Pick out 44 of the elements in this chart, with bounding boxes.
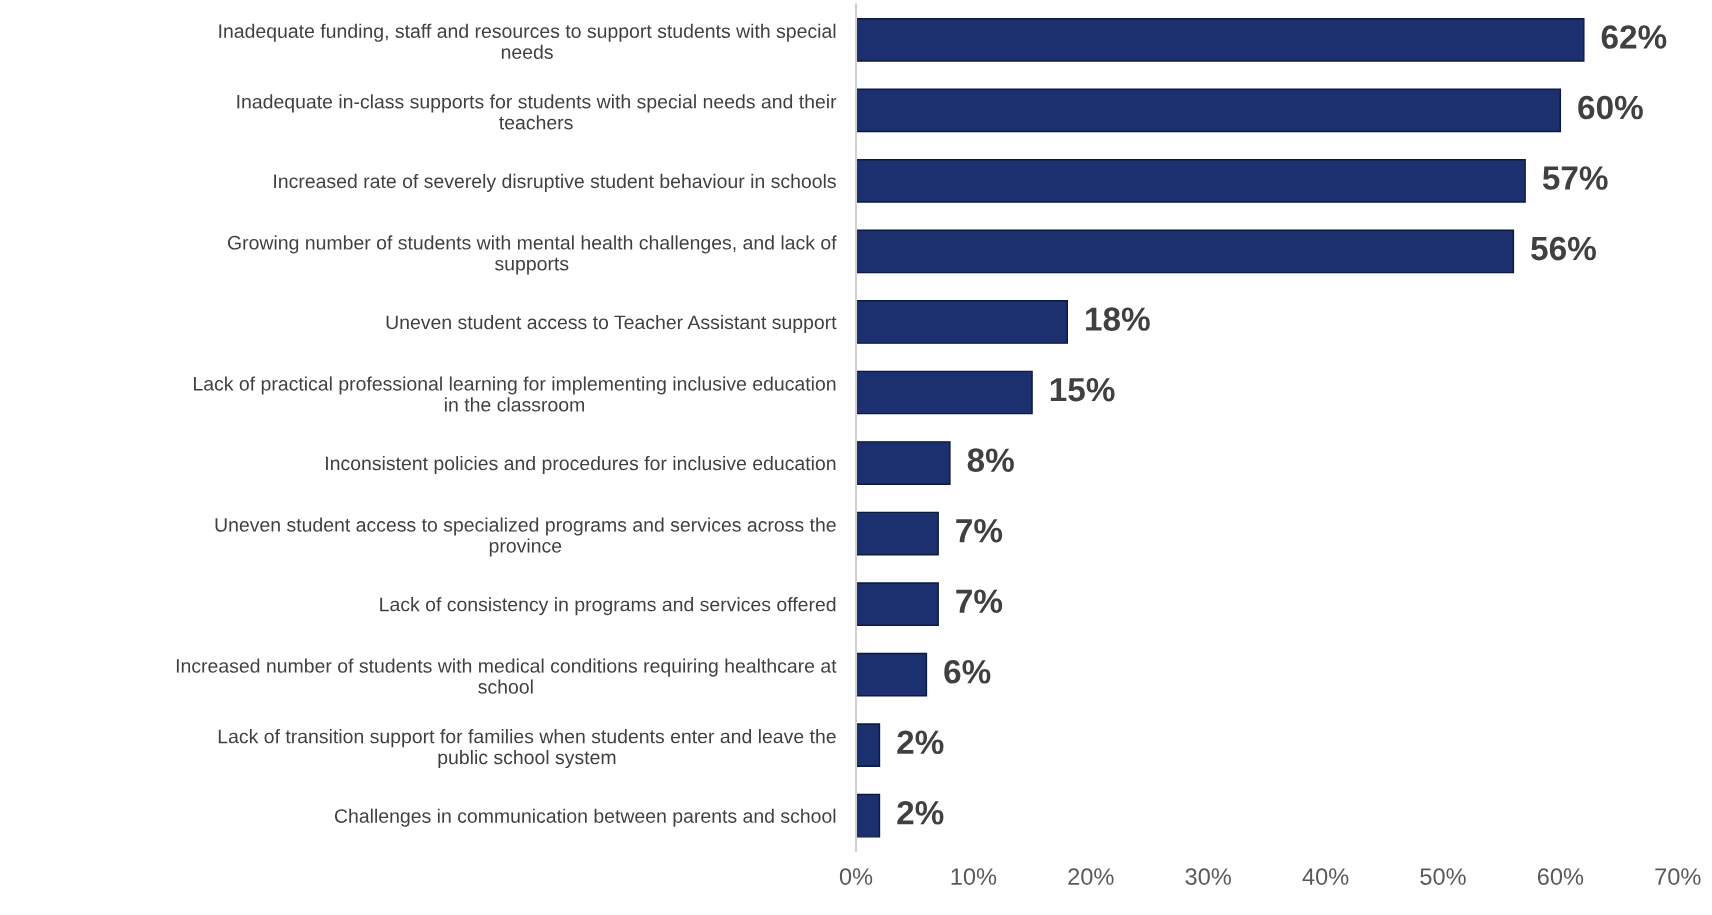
- data-label: 6%: [944, 659, 991, 684]
- bar: [856, 793, 881, 838]
- data-label: 56%: [1531, 236, 1596, 261]
- data-label: 7%: [956, 518, 1003, 543]
- bar: [856, 88, 1562, 133]
- y-tick-label: Lack of consistency in programs and services offered: [380, 597, 836, 616]
- y-tick-label: Uneven student access to specialized programs and services across the province: [215, 517, 836, 557]
- x-tick-label: 0%: [839, 868, 873, 885]
- x-tick-label: 10%: [951, 868, 997, 885]
- bar: [856, 370, 1033, 415]
- y-tick-label: Inconsistent policies and procedures for inclusive education: [326, 455, 836, 475]
- bar: [856, 511, 939, 556]
- bar: [856, 582, 939, 626]
- y-tick-label: Increased number of students with medical conditions requiring healthcare at school: [176, 658, 837, 694]
- bar: [856, 17, 1585, 62]
- y-tick-label: Uneven student access to Teacher Assistant support: [386, 314, 837, 334]
- y-tick-label: Increased rate of severely disruptive student behaviour in schools: [274, 173, 836, 192]
- bar: [856, 300, 1069, 344]
- data-label: 15%: [1050, 377, 1115, 402]
- data-label: 57%: [1542, 166, 1608, 190]
- data-label: 62%: [1601, 25, 1667, 49]
- bar: [856, 441, 951, 485]
- bar: [856, 723, 881, 768]
- x-tick-label: 70%: [1655, 868, 1701, 885]
- data-label: 8%: [967, 448, 1014, 472]
- x-tick-label: 30%: [1185, 868, 1231, 885]
- y-tick-label: Inadequate in-class supports for students with special needs and their teachers: [237, 94, 837, 130]
- data-label: 60%: [1578, 95, 1643, 120]
- data-label: 2%: [897, 801, 944, 825]
- x-tick-label: 40%: [1302, 868, 1349, 885]
- x-tick-label: 50%: [1420, 868, 1466, 885]
- x-tick-label: 20%: [1068, 868, 1114, 885]
- data-label: 2%: [897, 730, 944, 755]
- y-tick-label: Lack of transition support for families when students enter and leave the public school system: [218, 729, 836, 769]
- bar: [856, 159, 1526, 203]
- bar: [856, 229, 1515, 274]
- x-tick-label: 60%: [1537, 868, 1584, 885]
- y-tick-label: Challenges in communication between parents and school: [334, 808, 836, 827]
- y-tick-label: Growing number of students with mental health challenges, and lack of supports: [227, 235, 837, 275]
- data-label: 18%: [1086, 307, 1150, 331]
- y-tick-label: Inadequate funding, staff and resources to support students with special needs: [219, 23, 836, 59]
- bar: [856, 652, 928, 697]
- y-tick-label: Lack of practical professional learning for implementing inclusive education in the classroom: [194, 376, 836, 412]
- data-label: 7%: [956, 589, 1003, 613]
